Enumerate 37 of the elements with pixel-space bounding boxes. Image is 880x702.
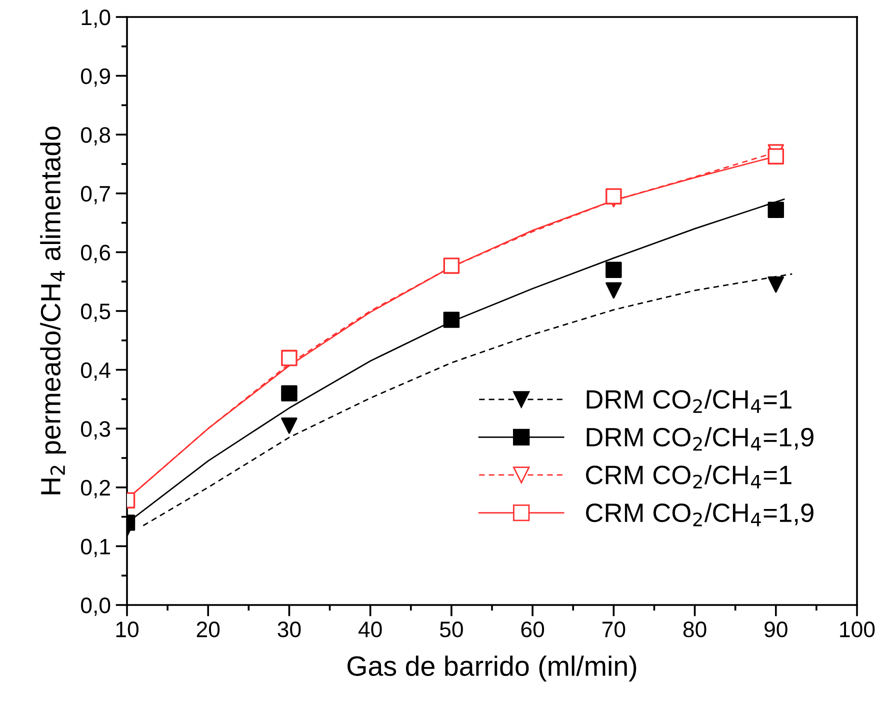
point — [768, 276, 784, 293]
y-tick-label: 0,4 — [81, 362, 110, 381]
point — [606, 188, 622, 204]
x-tick-label: 40 — [358, 622, 382, 638]
x-axis-title: Gas de barrido (ml/min) — [348, 656, 636, 682]
y-tick-label: 0,1 — [81, 538, 110, 558]
x-tick-label: 50 — [440, 622, 463, 638]
legend-label: DRM CO$_{2}$/CH$_{4}$=1,9 — [586, 427, 814, 451]
point — [281, 418, 298, 434]
y-tick-label: 0,3 — [81, 421, 110, 440]
x-tick-label: 20 — [196, 622, 220, 638]
x-tick-label: 90 — [764, 622, 788, 638]
y-axis-title: H$_{2}$ permeado/CH$_{4}$ alimentado — [40, 126, 66, 494]
point — [606, 282, 622, 299]
x-tick-label: 30 — [278, 622, 301, 638]
point — [281, 385, 298, 402]
y-tick-label: 0,5 — [81, 304, 110, 322]
y-tick-label: 0,8 — [81, 127, 110, 146]
y-tick-label: 0,6 — [81, 244, 110, 264]
point — [443, 258, 460, 274]
point — [768, 148, 784, 164]
point — [443, 312, 460, 328]
y-tick-label: 1,0 — [82, 10, 110, 28]
y-tick-label: 0,2 — [81, 480, 110, 498]
x-tick-label: 10 — [116, 622, 138, 638]
y-tick-label: 0,9 — [81, 68, 110, 87]
legend-label: DRM CO$_{2}$/CH$_{4}$=1 — [586, 389, 792, 413]
point — [606, 262, 622, 278]
legend-label: CRM CO$_{2}$/CH$_{4}$=1,9 — [586, 502, 814, 526]
x-tick-label: 60 — [521, 622, 544, 638]
y-tick-label: 0,0 — [81, 598, 110, 616]
legend-label: CRM CO$_{2}$/CH$_{4}$=1 — [586, 464, 792, 488]
y-tick-label: 0,7 — [81, 186, 110, 204]
x-tick-label: 100 — [840, 622, 875, 638]
point — [768, 202, 784, 218]
x-tick-label: 80 — [683, 622, 706, 638]
x-tick-label: 70 — [602, 622, 626, 638]
